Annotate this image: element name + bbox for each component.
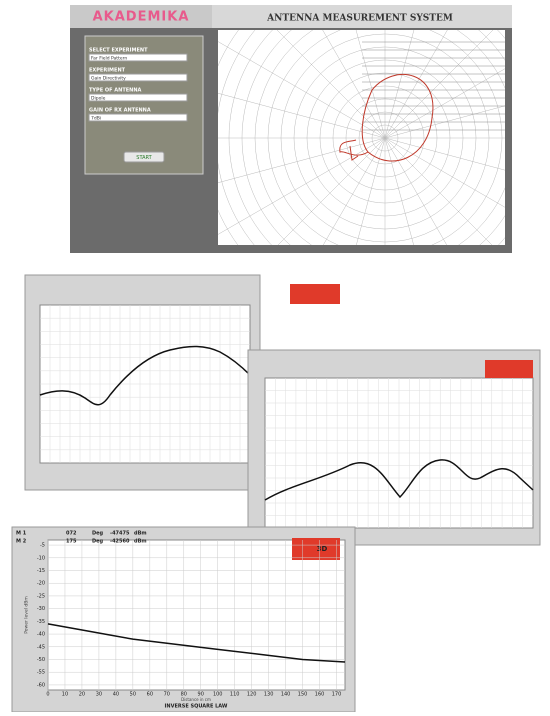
dropdown-value: Gain Directivity [91, 75, 126, 81]
x-tick-label: 0 [46, 692, 49, 698]
badge [290, 284, 340, 304]
x-tick-label: 90 [198, 692, 204, 698]
marker-readout: -47475 [110, 531, 130, 537]
badge [292, 538, 340, 560]
dropdown[interactable] [88, 73, 188, 82]
marker-readout: Deg [92, 531, 104, 537]
dropdown[interactable] [88, 93, 188, 102]
x-tick-label: 110 [230, 692, 240, 698]
polar-spoke [356, 137, 386, 245]
polar-spoke [384, 137, 448, 245]
polar-spoke [384, 30, 448, 139]
x-tick-label: 140 [281, 692, 291, 698]
polar-spoke [384, 68, 505, 139]
marker-readout: dBm [134, 539, 147, 545]
x-tick-label: 100 [213, 692, 223, 698]
y-axis-label: Power level dBm [24, 596, 30, 634]
marker-readout: dBm [134, 531, 147, 537]
y-tick-label: -10 [37, 555, 45, 561]
logo: AKADEMIKA [93, 10, 190, 25]
polar-spoke [322, 137, 386, 245]
x-tick-label: 80 [181, 692, 187, 698]
field-label: SELECT EXPERIMENT [89, 48, 148, 54]
dropdown-value: Dipole [91, 95, 106, 101]
field-label: EXPERIMENT [89, 68, 126, 74]
y-tick-label: -25 [37, 593, 45, 599]
polar-spoke [384, 137, 414, 245]
polar-spoke [384, 137, 505, 171]
y-tick-label: -40 [37, 632, 45, 638]
y-tick-label: -55 [37, 670, 45, 676]
start-label: START [136, 155, 152, 161]
polar-spoke [277, 137, 386, 245]
marker-readout: 072 [66, 531, 77, 537]
x-tick-label: 60 [147, 692, 153, 698]
marker-readout: 175 [66, 539, 77, 545]
data-line [47, 623, 346, 663]
polar-spoke [322, 30, 386, 139]
app-title: ANTENNA MEASUREMENT SYSTEM [266, 14, 453, 24]
field-label: GAIN OF RX ANTENNA [89, 108, 151, 114]
curve [264, 459, 534, 501]
x-tick-label: 150 [298, 692, 308, 698]
x-tick-label: 170 [332, 692, 342, 698]
polar-spoke [218, 92, 386, 139]
x-tick-label: 70 [164, 692, 170, 698]
y-tick-label: -50 [37, 657, 45, 663]
title-bar [212, 5, 512, 28]
x-tick-label: 20 [79, 692, 85, 698]
chart-title: INVERSE SQUARE LAW [165, 704, 228, 710]
y-tick-label: -30 [37, 606, 45, 612]
y-tick-label: -60 [37, 682, 45, 688]
x-tick-label: 120 [247, 692, 257, 698]
marker-readout: M 2 [16, 539, 27, 545]
marker-readout: -42560 [110, 539, 130, 545]
dropdown[interactable] [88, 113, 188, 122]
marker-readout: Deg [92, 539, 104, 545]
x-axis-label: Distance in cm [181, 697, 211, 702]
x-tick-label: 30 [96, 692, 102, 698]
curve [39, 345, 251, 406]
polar-spoke [384, 105, 505, 139]
x-tick-label: 50 [130, 692, 136, 698]
y-tick-label: -35 [37, 619, 45, 625]
dropdown-value: 7dBi [91, 115, 101, 121]
polar-spoke [276, 30, 386, 139]
x-tick-label: 10 [62, 692, 68, 698]
polar-spoke [384, 137, 505, 208]
marker-readout: M 1 [16, 531, 27, 537]
start-button[interactable] [123, 151, 165, 163]
plot-area [47, 539, 346, 691]
y-tick-label: -15 [37, 568, 45, 574]
polar-spoke [218, 41, 386, 139]
polar-spoke [384, 30, 494, 139]
x-tick-label: 40 [113, 692, 119, 698]
y-tick-label: -45 [37, 644, 45, 650]
radiation-pattern [339, 74, 434, 162]
y-tick-label: -20 [37, 581, 45, 587]
x-tick-label: 130 [264, 692, 274, 698]
field-label: TYPE OF ANTENNA [89, 88, 142, 94]
polar-plot [218, 30, 505, 245]
dropdown-value: Far Field Pattern [91, 55, 127, 61]
dropdown[interactable] [88, 53, 188, 62]
polar-spoke [384, 137, 493, 245]
polar-spoke [218, 137, 386, 184]
y-tick-label: -5 [40, 543, 45, 549]
x-tick-label: 160 [315, 692, 325, 698]
badge [485, 360, 533, 378]
logo-bar [70, 5, 212, 28]
badge-text: 3D [317, 545, 328, 553]
